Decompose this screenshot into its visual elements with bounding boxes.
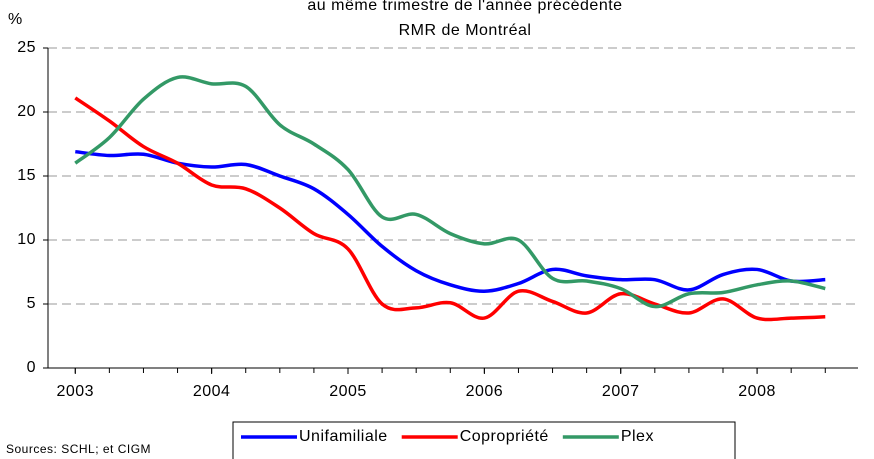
series-line (74, 96, 826, 322)
y-tick-label: 20 (17, 103, 36, 120)
y-tick-label: 5 (27, 295, 36, 312)
y-tick-label: 10 (17, 231, 36, 248)
x-tick-label: 2006 (466, 383, 504, 400)
legend-label: Copropriété (460, 428, 549, 445)
y-tick-label: 25 (17, 39, 36, 56)
legend-label: Unifamiliale (299, 428, 388, 445)
chart-title: au même trimestre de l'année précédente (307, 0, 622, 14)
series-line (75, 149, 826, 293)
x-tick-label: 2008 (738, 383, 776, 400)
chart-title: RMR de Montréal (399, 22, 532, 39)
x-tick-label: 2007 (602, 383, 640, 400)
legend: Unifamiliale Copropriété Plex (232, 421, 736, 459)
x-tick-label: 2003 (56, 383, 94, 400)
source-note: Sources: SCHL; et CIGM (6, 442, 151, 456)
legend-label: Plex (621, 428, 654, 445)
x-tick-label: 2005 (329, 383, 367, 400)
y-tick-label: 15 (17, 167, 36, 184)
legend-box (232, 421, 736, 459)
y-tick-label: 0 (27, 359, 36, 376)
x-tick-label: 2004 (193, 383, 231, 400)
y-axis-label: % (8, 11, 23, 28)
series-line (74, 75, 826, 309)
